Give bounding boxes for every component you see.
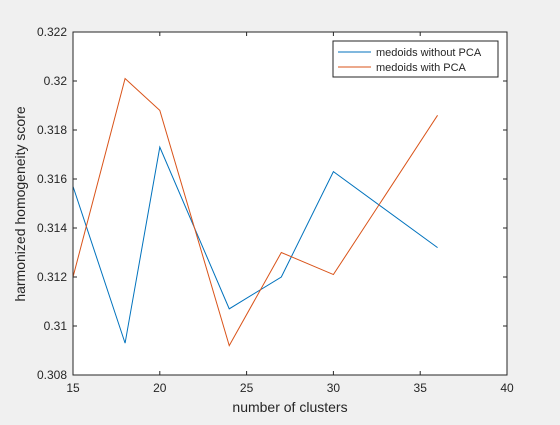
x-axis-label: number of clusters	[232, 399, 347, 415]
y-axis-label: harmonized homogeneity score	[12, 106, 28, 302]
series-line-2	[72, 77, 438, 347]
y-tick-label: 0.316	[37, 172, 67, 186]
series-layer	[72, 77, 438, 347]
x-tick-label: 25	[240, 381, 254, 395]
plot-area	[73, 32, 507, 375]
y-tick-label: 0.32	[44, 74, 68, 88]
y-tick-label: 0.318	[37, 123, 67, 137]
y-tick-label: 0.322	[37, 25, 67, 39]
y-tick-label: 0.312	[37, 270, 67, 284]
y-tick-label: 0.31	[44, 319, 68, 333]
axes-layer: 15 20 25 30 35 40 0.308 0.31 0.312 0.314 0.316 0.31…	[37, 25, 514, 395]
legend: medoids without PCA medoids with PCA	[332, 40, 499, 78]
x-tick-label: 40	[500, 381, 514, 395]
series-line-1	[72, 145, 438, 344]
x-tick-label: 20	[153, 381, 167, 395]
y-tick-label: 0.308	[37, 368, 67, 382]
legend-box	[332, 40, 499, 78]
x-tick-label: 30	[327, 381, 341, 395]
axes-box	[72, 31, 508, 376]
legend-label-1: medoids without PCA	[376, 47, 482, 59]
x-tick-label: 15	[66, 381, 80, 395]
legend-label-2: medoids with PCA	[376, 62, 467, 74]
y-tick-label: 0.314	[37, 221, 67, 235]
x-tick-label: 35	[414, 381, 428, 395]
